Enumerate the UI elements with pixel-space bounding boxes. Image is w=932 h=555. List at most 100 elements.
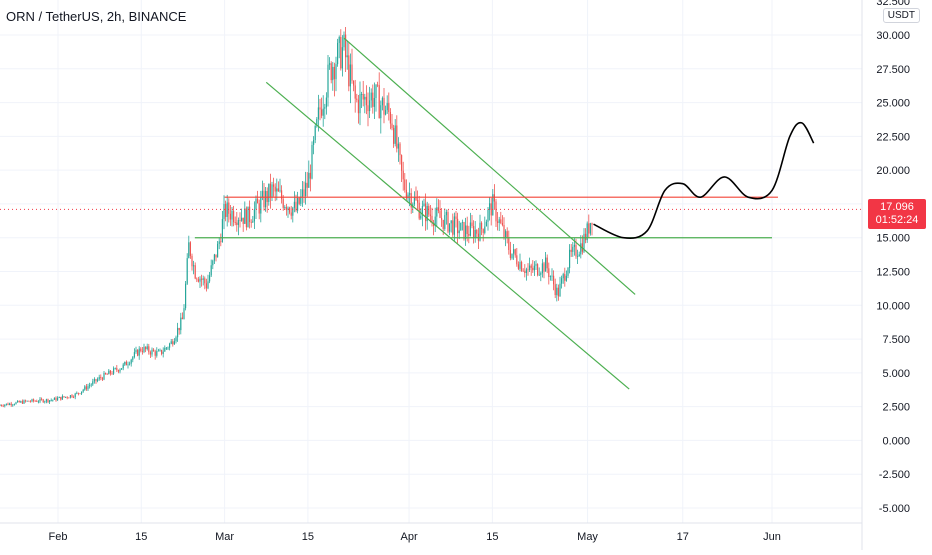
candle-body (561, 278, 563, 284)
candle-body (567, 267, 569, 276)
candle-body (346, 55, 348, 58)
candle-body (341, 47, 343, 69)
candle-body (324, 107, 326, 109)
price-tick-label: -5.000 (879, 503, 910, 515)
candle-body (252, 221, 254, 223)
candle-body (389, 111, 391, 124)
candle-body (457, 218, 459, 234)
candle-body (586, 223, 588, 241)
candle-body (23, 400, 25, 404)
candle-body (101, 378, 103, 380)
candle-body (545, 257, 547, 272)
candle-body (31, 399, 33, 402)
candle-body (492, 194, 494, 216)
candle-body (509, 249, 511, 259)
candle-body (236, 222, 238, 225)
candle-body (401, 155, 403, 171)
candle-body (548, 268, 550, 277)
candle-body (343, 34, 345, 48)
candle-body (241, 217, 243, 221)
candle-body (127, 364, 129, 366)
candle-body (61, 396, 63, 400)
candle-body (449, 223, 451, 232)
candle-body (303, 189, 305, 196)
candle-body (297, 197, 299, 211)
candle-body (434, 216, 436, 226)
symbol-name: ORN / TetherUS (6, 9, 100, 24)
candle-body (474, 229, 476, 239)
candle-body (317, 107, 319, 120)
candle-body (92, 381, 94, 385)
drawings[interactable] (0, 37, 862, 390)
candle-body (52, 399, 54, 401)
candle-body (554, 284, 556, 296)
candle-body (575, 244, 577, 257)
candle-body (364, 96, 366, 100)
price-tick-label: 12.500 (876, 267, 910, 279)
candle-body (121, 368, 123, 370)
candle-body (356, 98, 358, 100)
candle-body (354, 85, 356, 99)
candle-body (26, 400, 28, 402)
candle-body (506, 231, 508, 239)
candle-body (455, 216, 457, 219)
candle-body (207, 281, 209, 289)
candle-body (546, 257, 548, 269)
currency-unit-button[interactable]: USDT (882, 8, 920, 23)
candle-body (90, 384, 92, 386)
bar-countdown: 01:52:24 (875, 214, 919, 226)
candle-body (372, 92, 374, 107)
candle-body (301, 189, 303, 197)
candle-body (369, 100, 371, 112)
candle-body (481, 222, 483, 230)
candle-body (229, 213, 231, 220)
candle-body (0, 405, 1, 406)
candle-body (415, 197, 417, 200)
candle-body (194, 265, 196, 279)
candle-body (170, 341, 172, 344)
candle-body (41, 398, 43, 400)
candle-body (362, 94, 364, 100)
candle-body (249, 206, 251, 222)
candle-body (114, 368, 116, 369)
last-price-badge: 17.096 01:52:24 (868, 199, 926, 229)
candle-body (2, 405, 4, 407)
candle-body (589, 222, 591, 234)
candle-body (537, 264, 539, 275)
candle-body (516, 255, 518, 265)
price-tick-label: 15.000 (876, 233, 910, 245)
candle-body (47, 399, 49, 403)
candle-body (36, 401, 38, 402)
candle-body (274, 186, 276, 192)
candle-body (53, 397, 55, 400)
candle-body (228, 202, 230, 214)
candle-body (377, 84, 379, 86)
candle-body (428, 205, 430, 215)
candle-body (281, 190, 283, 200)
candle-body (282, 199, 284, 208)
candle-body (77, 392, 79, 394)
candle-body (153, 349, 155, 352)
candle-body (277, 188, 279, 192)
symbol-exchange: BINANCE (128, 9, 187, 24)
candle-body (18, 400, 20, 403)
candle-body (556, 287, 558, 296)
candle-body (125, 361, 127, 366)
candle-body (20, 401, 22, 403)
candle-body (580, 243, 582, 255)
candle-body (33, 399, 35, 401)
candle-body (9, 403, 11, 405)
candle-body (145, 346, 147, 350)
candle-body (178, 327, 180, 331)
candle-body (137, 350, 139, 356)
candle-body (122, 364, 124, 369)
candle-body (493, 194, 495, 202)
candle-body (461, 222, 463, 223)
candle-body (460, 222, 462, 231)
candle-body (330, 63, 332, 81)
candle-body (375, 84, 377, 99)
candle-body (309, 172, 311, 179)
candle-body (572, 246, 574, 252)
